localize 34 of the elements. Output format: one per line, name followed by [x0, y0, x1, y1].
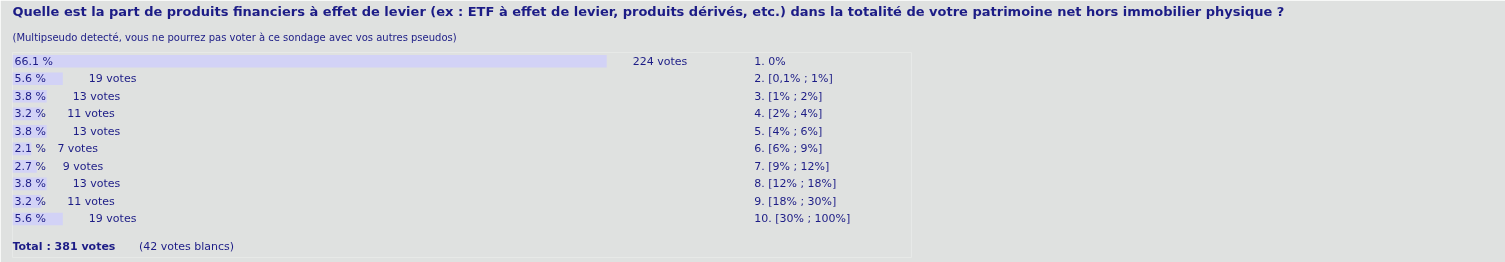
annotation: 19 votes	[88, 72, 137, 86]
annotation: 13 votes	[72, 124, 121, 138]
annotation: 13 votes	[72, 177, 121, 191]
y-tick-label: 2. [0,1% ; 1%]	[754, 72, 833, 86]
data-label: 5.6 %	[14, 212, 46, 226]
chart-subtitle: (Multipseudo detecté, vous ne pourrez pas voter à ce sondage avec vos autres pseudos)	[12, 31, 457, 43]
text: Total : 381 votes	[12, 240, 116, 254]
annotation: 11 votes	[67, 194, 116, 208]
y-tick-label: 5. [4% ; 6%]	[754, 124, 823, 138]
data-label: 3.2 %	[14, 194, 46, 208]
y-tick-label: 4. [2% ; 4%]	[754, 107, 823, 121]
y-tick-label: 9. [18% ; 30%]	[754, 194, 837, 208]
y-tick-label: 8. [12% ; 18%]	[754, 177, 837, 191]
data-label: 2.1 %	[14, 142, 46, 156]
data-label: 66.1 %	[14, 54, 53, 68]
chart-title: Quelle est la part de produits financiers à effet de levier (ex : ETF à effet de levier, produits dérivés, etc.) dans la totalité de votre patrimoine net hors immobilier physique ?	[12, 3, 1285, 19]
data-label: 2.7 %	[14, 159, 46, 173]
data-label: 3.8 %	[14, 177, 46, 191]
annotation: 19 votes	[88, 212, 137, 226]
annotation: 13 votes	[72, 89, 121, 103]
annotation: 7 votes	[57, 142, 99, 156]
data-label: 5.6 %	[14, 72, 46, 86]
y-tick-label: 3. [1% ; 2%]	[754, 89, 823, 103]
data-label: 3.2 %	[14, 107, 46, 121]
data-label: 3.8 %	[14, 89, 46, 103]
y-tick-label: 1. 0%	[754, 54, 786, 68]
data-label: 3.8 %	[14, 124, 46, 138]
annotation: 9 votes	[62, 159, 104, 173]
y-tick-label: 7. [9% ; 12%]	[754, 159, 830, 173]
annotation: 224 votes	[632, 54, 688, 68]
annotation: 11 votes	[67, 107, 116, 121]
y-tick-label: 6. [6% ; 9%]	[754, 142, 823, 156]
text: (42 votes blancs)	[138, 240, 235, 254]
y-tick-label: 10. [30% ; 100%]	[754, 212, 851, 226]
